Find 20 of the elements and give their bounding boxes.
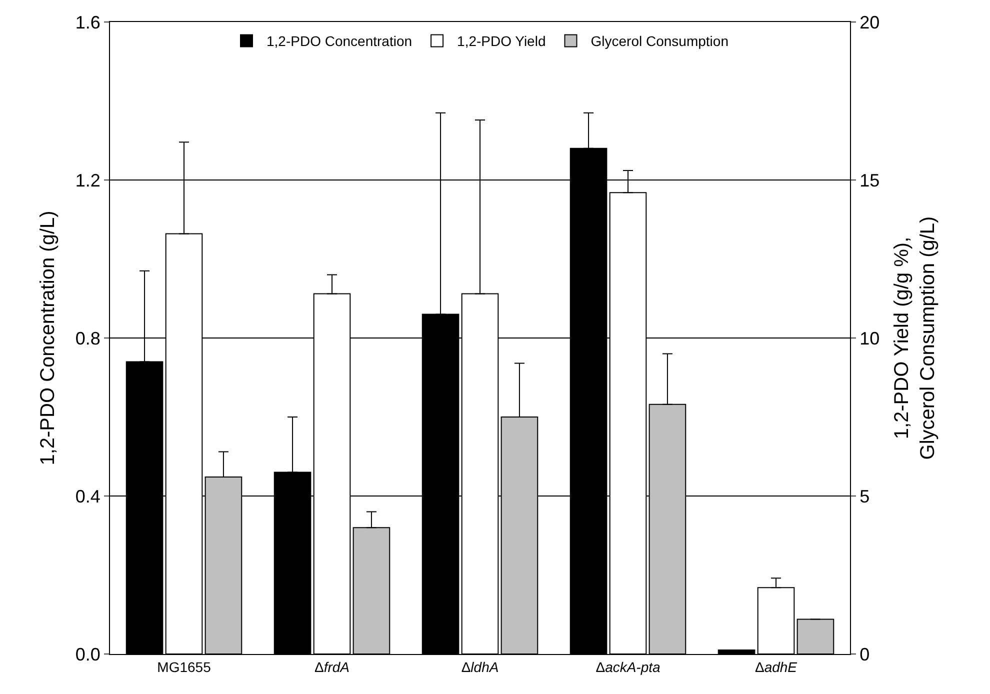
y2-tick-label: 20 — [860, 12, 880, 32]
x-tick-label: ΔldhA — [461, 658, 499, 675]
y-tick-label: 1.6 — [75, 12, 100, 32]
y-tick-label: 0.4 — [75, 486, 100, 506]
y-tick-label: 0.0 — [75, 644, 100, 664]
y2-axis-title: 1,2-PDO Yield (g/g %), Glycerol Consumption (g/L) — [891, 216, 940, 460]
y-axis-title: 1,2-PDO Concentration (g/L) — [36, 210, 59, 466]
y2-tick-label: 0 — [860, 644, 870, 664]
legend-label: 1,2-PDO Concentration — [266, 33, 412, 50]
y2-tick-label: 15 — [860, 170, 880, 190]
legend-label: Glycerol Consumption — [590, 33, 728, 50]
legend-label: 1,2-PDO Yield — [457, 33, 546, 50]
y2-tick-label: 10 — [860, 328, 880, 348]
y2-tick-label: 5 — [860, 486, 870, 506]
y-tick-label: 1.2 — [75, 170, 100, 190]
x-tick-label: ΔackA-pta — [596, 658, 661, 675]
x-tick-label: ΔadhE — [754, 658, 798, 675]
x-tick-label: MG1655 — [157, 658, 212, 675]
x-tick-label: ΔfrdA — [314, 658, 350, 675]
y-tick-label: 0.8 — [75, 328, 100, 348]
